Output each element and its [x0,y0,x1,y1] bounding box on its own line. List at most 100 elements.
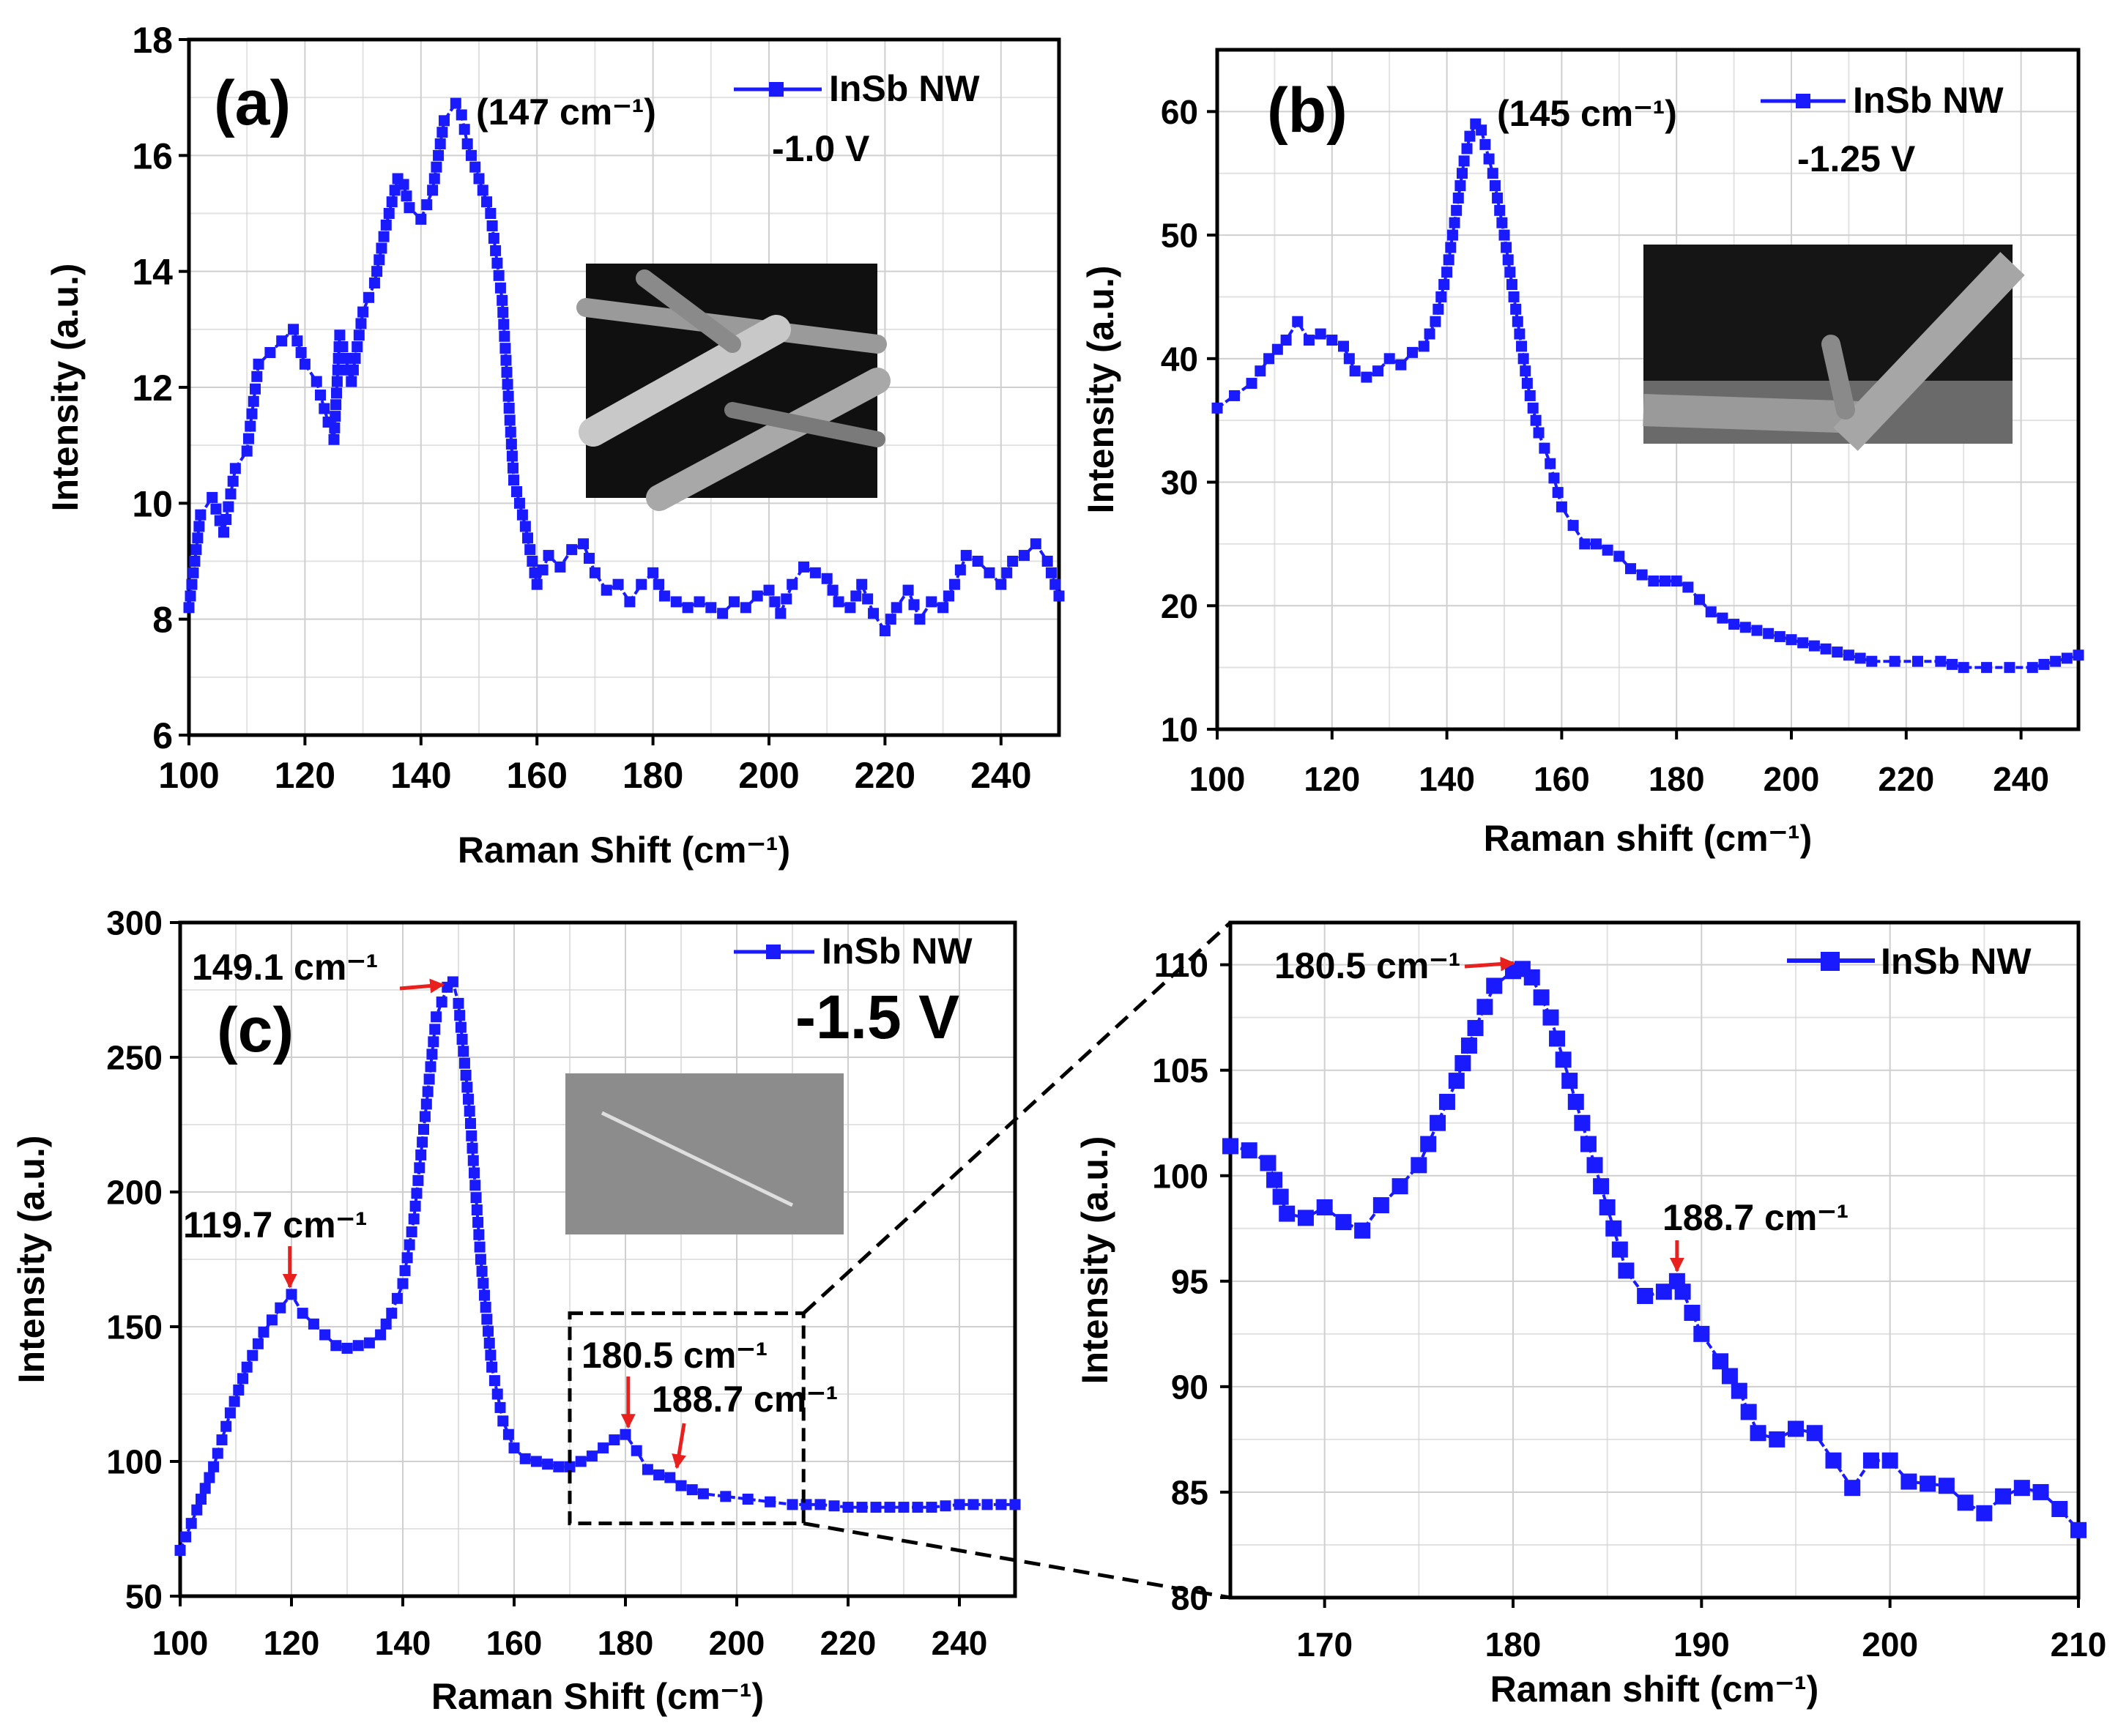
data-point-interp [1611,1241,1628,1258]
data-point-interp [862,593,874,605]
data-point-interp [250,383,261,395]
data-point [809,567,821,578]
data-point-interp [491,257,503,269]
data-point-interp [499,343,511,354]
annotation-arrow [399,978,445,994]
x-axis-title-c: Raman Shift (cm⁻¹) [431,1676,764,1717]
data-point [276,335,288,347]
x-tick-label: 240 [1993,760,2049,798]
data-point [438,115,450,127]
data-point-interp [912,1502,924,1513]
data-point [664,1472,676,1483]
data-point [620,1428,631,1440]
data-point-interp [347,364,359,376]
data-point [183,602,195,614]
data-point-interp [1740,1404,1757,1420]
data-point-interp [502,1428,514,1440]
data-point-interp [246,408,258,420]
data-point [1636,569,1648,581]
annotation-label: 119.7 cm⁻¹ [183,1204,368,1245]
y-tick-label: 8 [152,600,173,641]
data-point-interp [494,282,506,294]
data-point-interp [827,584,839,596]
y-tick-label: 16 [132,135,173,176]
data-point-interp [187,567,199,578]
data-point [740,602,751,614]
data-point [264,347,276,358]
data-point [473,173,485,185]
data-point-interp [653,578,665,590]
x-tick-label: 200 [1862,1625,1918,1664]
y-tick-label: 20 [1161,587,1198,625]
data-point-interp [500,354,512,366]
data-point [1486,977,1503,994]
data-point-interp [415,1149,427,1161]
data-point-interp [353,329,365,341]
data-point [1881,1452,1898,1469]
data-point [543,550,554,562]
x-tick-label: 180 [1649,760,1705,798]
data-point-interp [943,590,955,602]
data-point-interp [1516,340,1528,352]
data-point [1335,1214,1352,1231]
data-point-interp [1586,1157,1603,1174]
data-point-interp [1548,472,1560,484]
legend-marker-a [769,82,784,97]
data-point-interp [524,544,536,556]
data-point-interp [537,564,549,575]
data-point-interp [461,1081,473,1093]
data-point-interp [423,1073,435,1085]
data-point [1053,590,1065,602]
data-point-interp [1255,365,1266,377]
ticks-b [1207,110,2023,740]
data-point-interp [1435,291,1447,302]
data-point-interp [417,1136,428,1148]
x-tick-label: 220 [1878,760,1934,798]
ticks-a [179,38,1003,745]
data-point-interp [331,387,343,399]
data-point-interp [428,173,440,185]
data-point [341,1342,353,1354]
data-point [398,179,409,190]
data-point [1862,1452,1879,1469]
y-tick-label: 50 [1161,217,1198,255]
data-point-interp [483,1337,495,1349]
panel-label-b: (b) [1267,75,1348,146]
data-point [586,1450,598,1462]
zoom-connector [803,1521,1231,1600]
data-point-interp [513,497,525,509]
data-point [1580,1136,1597,1152]
data-point [1958,662,1969,674]
data-point [357,306,369,318]
data-point [453,997,464,1009]
legend-marker-b [1796,94,1810,108]
data-point [508,1442,520,1454]
data-point [787,1499,798,1510]
y-tick-label: 18 [132,20,173,61]
data-point-interp [1739,622,1751,633]
data-point-interp [995,1499,1007,1510]
data-point [241,445,253,457]
data-point-interp [458,1046,469,1057]
data-point-interp [503,403,515,414]
data-point [1222,1138,1238,1155]
data-point-interp [499,330,510,342]
data-point [948,578,960,590]
data-point-interp [1454,180,1466,192]
data-point-interp [1494,204,1506,216]
data-point-interp [1492,192,1504,204]
data-point [2051,1500,2068,1517]
data-point [1316,1199,1333,1215]
inset-image-c [565,1073,844,1234]
data-point-interp [330,399,342,411]
data-point-interp [1049,578,1061,590]
data-point [1337,340,1349,352]
legend-text-b: InSb NW [1853,80,2004,121]
x-tick-label: 200 [709,1624,765,1662]
data-point-interp [1454,1055,1471,1072]
y-tick-label: 250 [106,1039,163,1077]
nanowire [576,298,887,354]
data-point [1797,637,1809,649]
data-point [497,294,508,306]
data-point [1349,365,1361,377]
